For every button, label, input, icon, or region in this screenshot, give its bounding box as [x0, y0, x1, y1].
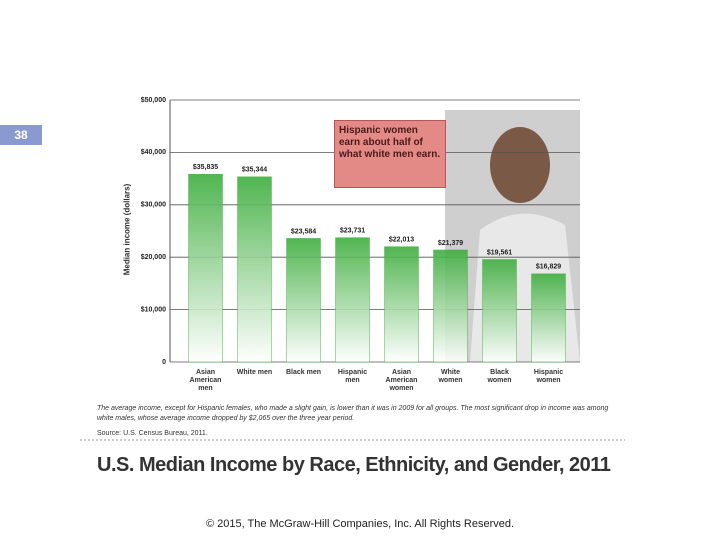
value-label: $35,344 [242, 167, 267, 174]
y-tick-label: $10,000 [141, 306, 166, 313]
x-tick-label: White women [438, 369, 463, 384]
value-label: $19,561 [487, 249, 512, 256]
x-tick-label: Hispanic women [533, 369, 564, 384]
bar [286, 238, 321, 363]
y-tick-label: $20,000 [141, 254, 166, 261]
x-tick-label: Black men [285, 369, 322, 376]
y-tick-label: $50,000 [141, 97, 166, 104]
bar [433, 249, 468, 363]
photo-person [490, 127, 550, 203]
bar [531, 273, 566, 363]
annotation: Hispanic women earn about half of what w… [334, 120, 446, 188]
bar [188, 173, 223, 363]
slide-number: 38 [0, 125, 42, 145]
source: Source: U.S. Census Bureau, 2011. [97, 430, 208, 437]
y-tick-label: $30,000 [141, 202, 166, 209]
value-label: $23,584 [291, 228, 316, 235]
bar [384, 246, 419, 363]
value-label: $22,013 [389, 236, 414, 243]
y-tick-label: $40,000 [141, 149, 166, 156]
footer: © 2015, The McGraw-Hill Companies, Inc. … [205, 518, 515, 530]
bar [237, 176, 272, 363]
x-tick-label: Black women [487, 369, 512, 384]
value-label: $35,835 [193, 164, 218, 171]
value-label: $23,731 [340, 227, 365, 234]
y-tick-label: 0 [162, 359, 166, 366]
chart-title: U.S. Median Income by Race, Ethnicity, a… [97, 454, 611, 476]
bar [482, 259, 517, 363]
x-tick-label: Hispanic men [337, 369, 368, 384]
x-tick-label: White men [236, 369, 273, 376]
x-tick-label: Asian American men [189, 369, 222, 392]
y-axis-label: Median income (dollars) [122, 183, 132, 276]
bar [335, 237, 370, 363]
x-tick-label: Asian American women [385, 369, 418, 392]
caption: The average income, except for Hispanic … [97, 405, 609, 422]
value-label: $21,379 [438, 240, 463, 247]
value-label: $16,829 [536, 264, 561, 271]
